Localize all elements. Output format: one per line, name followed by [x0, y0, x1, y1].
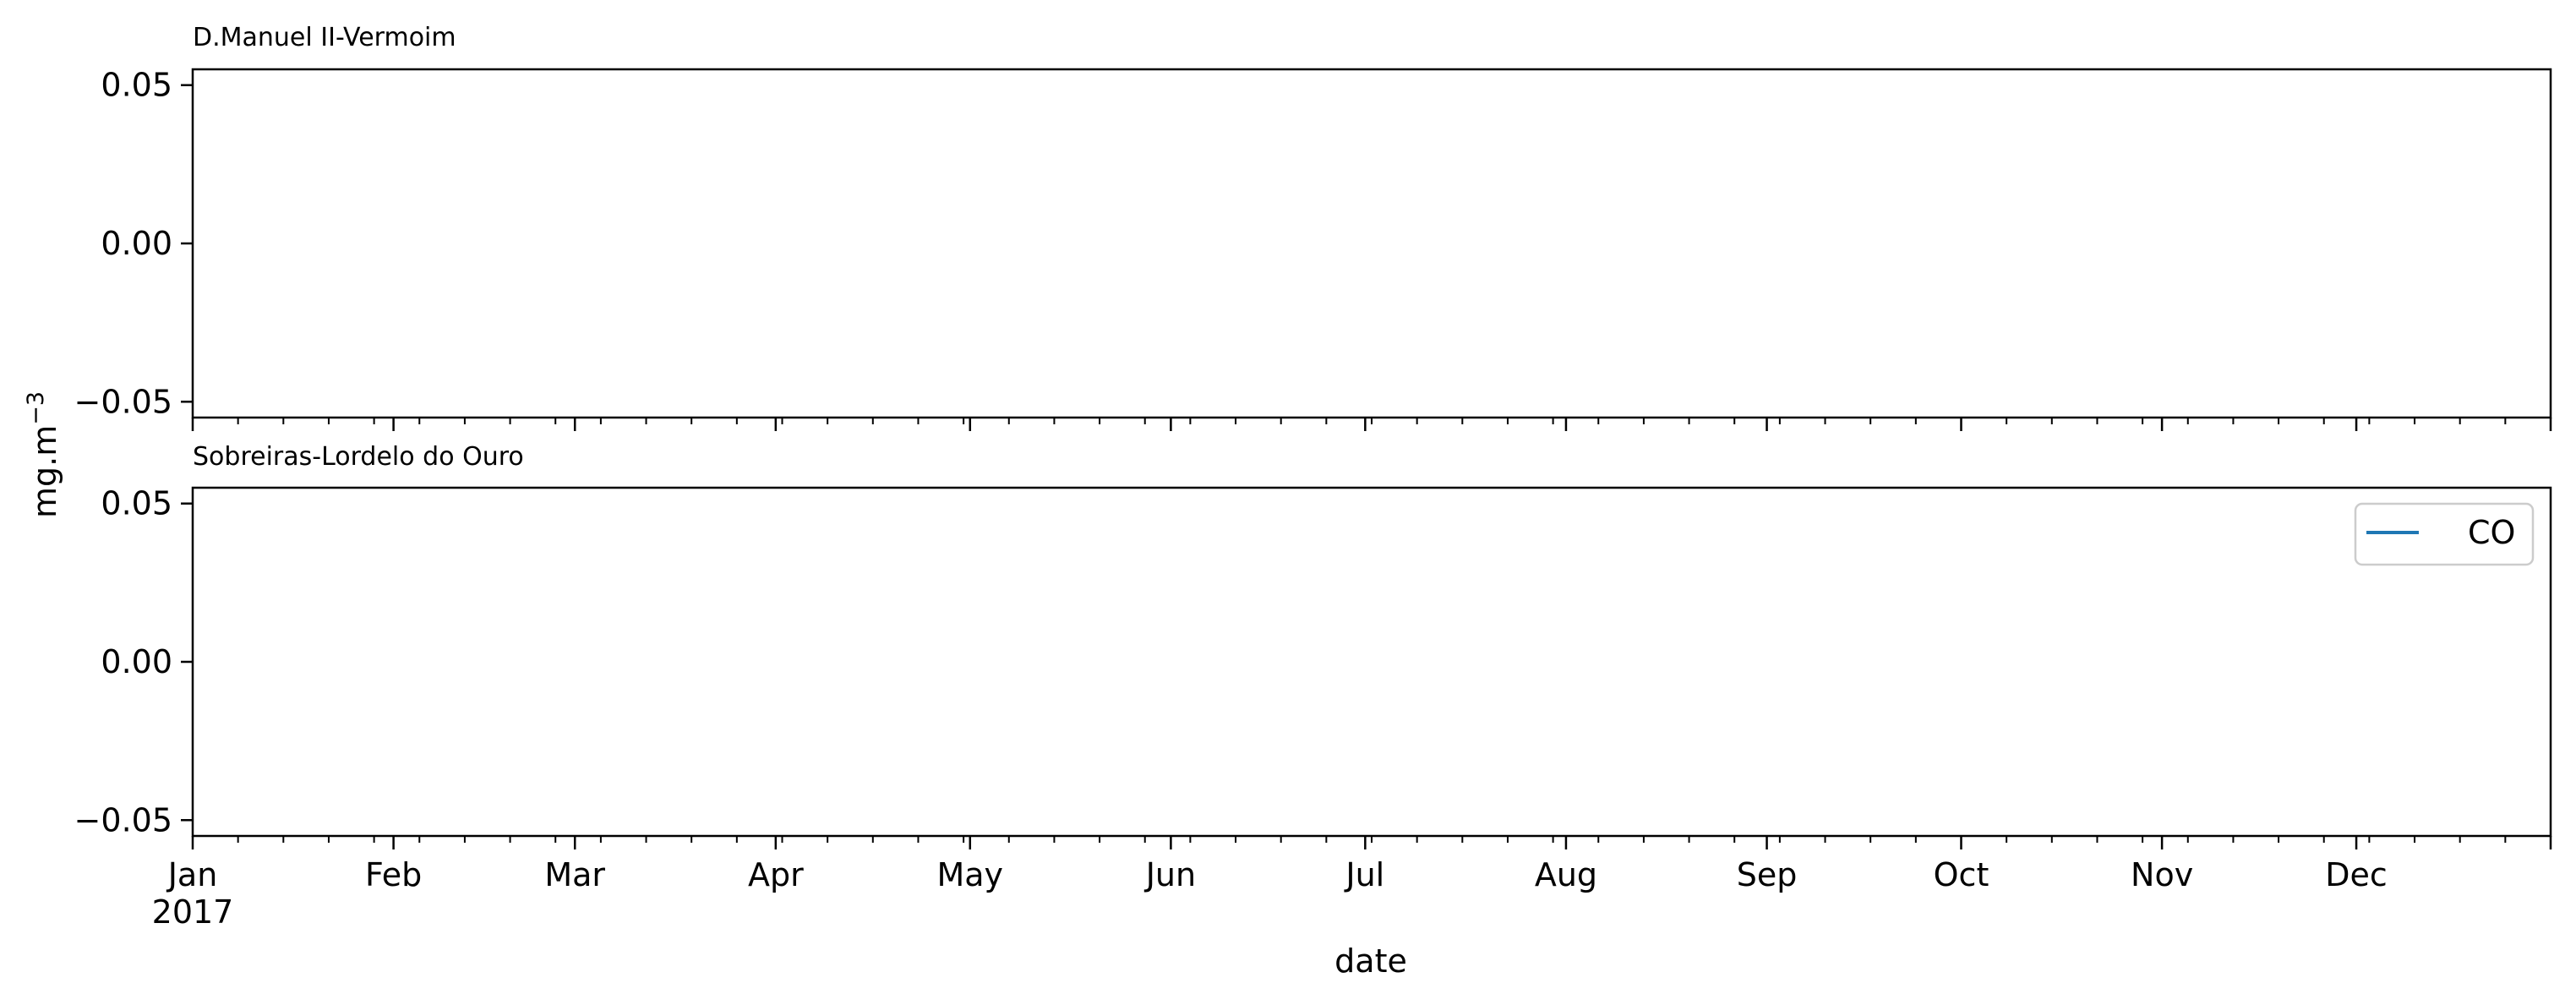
- y-axis-ticks-bottom: 0.05 0.00 −0.05: [74, 485, 193, 838]
- x-axis-ticks-bottom: [191, 836, 2552, 849]
- y-tick-label: −0.05: [74, 383, 172, 420]
- x-year-label: 2017: [152, 893, 234, 931]
- x-tick-label: Dec: [2325, 856, 2388, 893]
- x-tick-label: Mar: [544, 856, 605, 893]
- y-tick-label: −0.05: [74, 801, 172, 838]
- x-tick-label: Jul: [1344, 856, 1384, 893]
- legend-label-co: CO: [2468, 514, 2515, 551]
- y-axis-label-unit: mg.m: [26, 425, 63, 518]
- y-axis-label-group: mg.m−3: [23, 391, 63, 518]
- x-tick-label: Feb: [365, 856, 422, 893]
- x-tick-label: Nov: [2131, 856, 2193, 893]
- y-tick-label: 0.05: [101, 67, 172, 104]
- subplot-title-bottom: Sobreiras-Lordelo do Ouro: [193, 442, 524, 472]
- y-axis-ticks-top: 0.05 0.00 −0.05: [74, 67, 193, 420]
- x-tick-label: Sep: [1737, 856, 1798, 893]
- y-tick-label: 0.05: [101, 485, 172, 522]
- x-tick-label: May: [936, 856, 1003, 893]
- subplot-title-top: D.Manuel II-Vermoim: [193, 23, 456, 52]
- subplot-bottom: Sobreiras-Lordelo do Ouro 0.050.00−0.05 …: [74, 442, 2552, 849]
- subplot-top: D.Manuel II-Vermoim 0.05 0.00 −0.05: [74, 23, 2552, 431]
- x-tick-label: Oct: [1934, 856, 1989, 893]
- legend: CO: [2354, 502, 2535, 566]
- y-axis-label: mg.m−3: [23, 391, 63, 518]
- x-tick-label: Jan: [166, 856, 218, 893]
- legend-box: [2354, 502, 2535, 566]
- y-tick-label: 0.00: [101, 225, 172, 262]
- x-tick-label: Apr: [748, 856, 804, 893]
- x-tick-label: Aug: [1535, 856, 1597, 893]
- x-axis-labels: Jan Feb Mar Apr May Jun Jul Aug Sep Oct Nov Dec: [166, 856, 2388, 893]
- y-tick-label: 0.00: [101, 643, 172, 680]
- x-axis-ticks-top: [191, 418, 2552, 431]
- x-tick-label: Jun: [1144, 856, 1196, 893]
- x-axis-label: date: [1334, 942, 1407, 980]
- y-axis-label-exponent: −3: [23, 391, 49, 425]
